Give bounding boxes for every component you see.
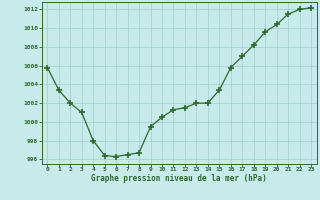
- X-axis label: Graphe pression niveau de la mer (hPa): Graphe pression niveau de la mer (hPa): [91, 174, 267, 183]
